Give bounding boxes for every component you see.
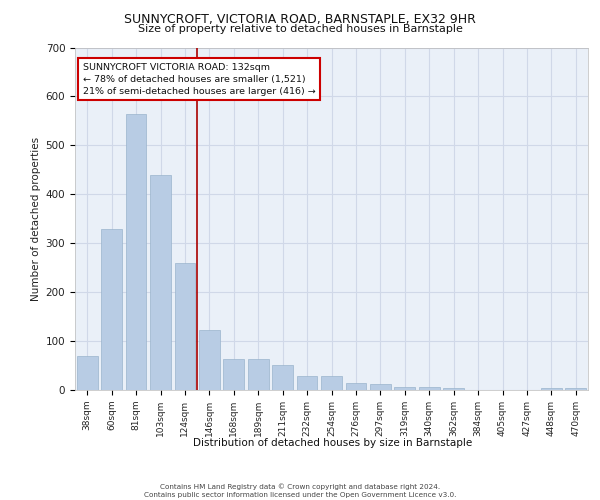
Text: Contains HM Land Registry data © Crown copyright and database right 2024.
Contai: Contains HM Land Registry data © Crown c… <box>144 484 456 498</box>
Bar <box>443 388 464 390</box>
Bar <box>150 174 171 390</box>
Bar <box>394 386 415 390</box>
Bar <box>321 376 342 390</box>
Bar <box>565 388 586 390</box>
Bar <box>101 228 122 390</box>
Bar <box>370 384 391 390</box>
Bar <box>77 356 98 390</box>
Bar <box>125 114 146 390</box>
Bar <box>541 388 562 390</box>
Bar <box>199 330 220 390</box>
Text: Size of property relative to detached houses in Barnstaple: Size of property relative to detached ho… <box>137 24 463 34</box>
Text: SUNNYCROFT VICTORIA ROAD: 132sqm
← 78% of detached houses are smaller (1,521)
21: SUNNYCROFT VICTORIA ROAD: 132sqm ← 78% o… <box>83 63 316 96</box>
Bar <box>272 364 293 390</box>
Bar <box>296 376 317 390</box>
Bar <box>175 263 196 390</box>
Bar <box>346 382 367 390</box>
Bar <box>223 359 244 390</box>
Bar <box>419 387 440 390</box>
Text: Distribution of detached houses by size in Barnstaple: Distribution of detached houses by size … <box>193 438 473 448</box>
Text: SUNNYCROFT, VICTORIA ROAD, BARNSTAPLE, EX32 9HR: SUNNYCROFT, VICTORIA ROAD, BARNSTAPLE, E… <box>124 12 476 26</box>
Y-axis label: Number of detached properties: Number of detached properties <box>31 136 41 301</box>
Bar <box>248 359 269 390</box>
